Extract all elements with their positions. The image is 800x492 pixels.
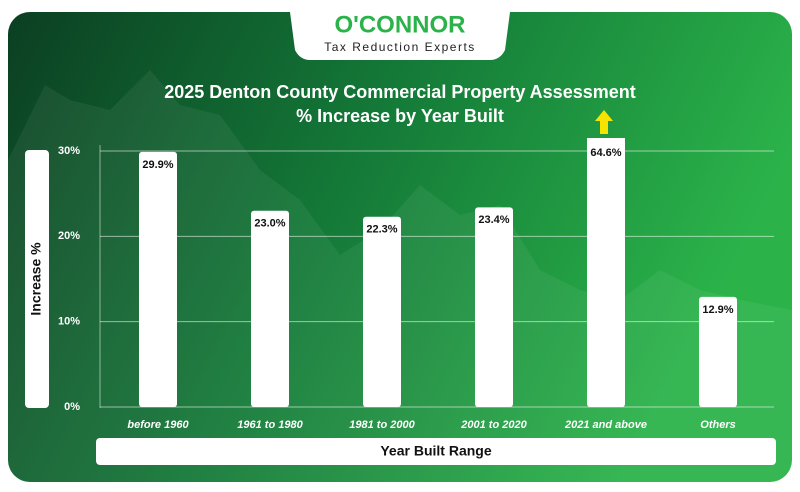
bar [587, 138, 625, 407]
value-label: 23.4% [478, 214, 509, 226]
x-tick-label: before 1960 [127, 419, 189, 431]
value-label: 23.0% [254, 218, 285, 230]
value-label: 29.9% [142, 159, 173, 171]
plot-area [139, 138, 737, 407]
x-tick-label: 2001 to 2020 [460, 419, 527, 431]
y-tick-label: 30% [58, 145, 80, 157]
x-axis-title: Year Built Range [380, 443, 491, 459]
bar [139, 151, 177, 407]
value-label: 64.6% [590, 147, 621, 159]
chart-title: 2025 Denton County Commercial Property A… [164, 82, 635, 102]
y-label-box [25, 150, 49, 408]
logo-box [290, 12, 510, 60]
bar [699, 296, 737, 407]
bar [475, 207, 513, 407]
logo-tagline: Tax Reduction Experts [324, 40, 476, 54]
bar [363, 216, 401, 407]
x-label-box [96, 438, 776, 465]
x-tick-label: 2021 and above [564, 419, 647, 431]
x-tick-label: 1961 to 1980 [237, 419, 303, 431]
y-tick-label: 20% [58, 230, 80, 242]
bar [251, 210, 289, 407]
logo-name: O'CONNOR [334, 11, 465, 38]
y-axis-title: Increase % [28, 242, 44, 316]
chart-subtitle: % Increase by Year Built [296, 106, 504, 126]
value-label: 22.3% [366, 224, 397, 236]
value-label: 12.9% [702, 304, 733, 316]
y-tick-label: 10% [58, 316, 80, 328]
x-tick-label: Others [700, 419, 735, 431]
overflow-arrow [595, 110, 613, 134]
x-tick-label: 1981 to 2000 [349, 419, 415, 431]
y-tick-label: 0% [64, 401, 80, 413]
